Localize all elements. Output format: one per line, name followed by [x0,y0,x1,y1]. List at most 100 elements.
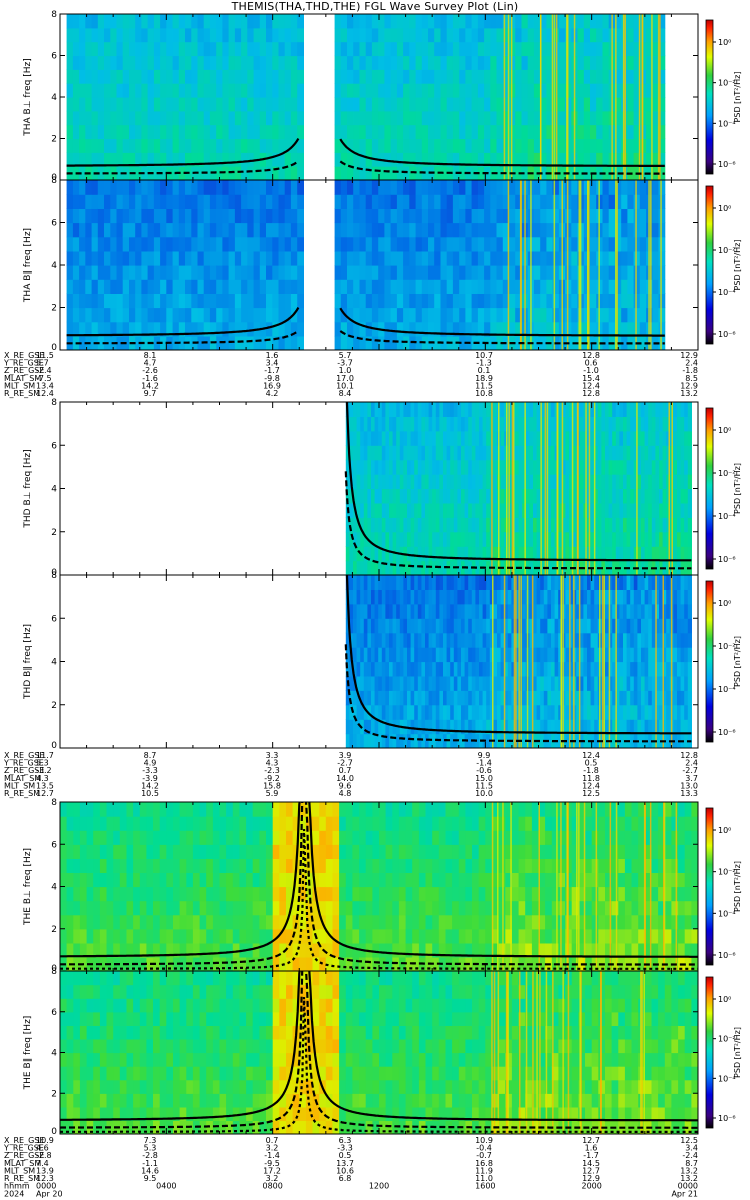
ephemeris-value: 10.1 [336,381,354,390]
ephemeris-value: 4.3 [36,774,49,783]
colorbar-label: PSD [nT²/Hz] [733,72,742,123]
colorbar-tick: 10⁰ [718,38,731,47]
ephemeris-value: 11.5 [36,351,54,360]
y-axis-label: THE B∥ freq [Hz] [23,1016,33,1091]
ephemeris-value: 4.6 [36,1144,49,1153]
spectrogram-panel-the-perp: 0 2 4 6 8 THE B⊥ freq [Hz] 10⁰ 10⁻² 10⁻⁴ 10⁻⁶ PSD … [23,798,742,974]
half-gyrofrequency-line [344,471,692,570]
ephemeris-value: 12.4 [582,751,600,760]
y-tick-label: 4 [51,883,57,893]
ephemeris-value: 1.0 [339,366,352,375]
ephemeris-value: 6.8 [339,1174,352,1183]
colorbar-tick: 10⁻⁶ [718,330,736,339]
spectrogram-image [60,971,698,1134]
spectrogram-panel-tha-par: 0 2 4 6 8 THA B∥ freq [Hz] 10⁰ 10⁻² 10⁻⁴ 10⁻⁶ PSD … [23,176,742,353]
colorbar-tick: 10⁰ [718,426,731,435]
ephemeris-value: 14.2 [141,381,159,390]
ephemeris-row-label: Y_RE_GSE [3,1144,44,1153]
ephemeris-value: -2.8 [142,1151,158,1160]
ephemeris-value: -2.3 [264,766,280,775]
time-tick-label: 1200 [369,1182,389,1191]
ephemeris-value: 4.3 [266,759,279,768]
y-tick-label: 4 [51,1049,57,1059]
ephemeris-value: -2.8 [36,1151,52,1160]
gyrofrequency-line [66,307,665,337]
time-tick-label: 0400 [156,1182,176,1191]
gyrofrequency-line [345,575,692,735]
ephemeris-value: 13.2 [680,1166,698,1175]
ephemeris-value: 8.7 [685,1159,698,1168]
ephemeris-value: -1.1 [142,1159,158,1168]
gyrofrequency-line [66,138,665,167]
ephemeris-value: 8.5 [685,374,698,383]
time-tick-label: 2000 [581,1182,601,1191]
ephemeris-value: -0.6 [476,766,492,775]
ephemeris-value: 17.0 [336,374,354,383]
y-axis-label: THA B⊥ freq [Hz] [23,58,33,136]
y-tick-label: 6 [51,840,57,850]
ephemeris-value: 8.4 [339,389,352,398]
y-axis-label: THD B∥ freq [Hz] [23,624,33,700]
colorbar: 10⁰ 10⁻² 10⁻⁴ 10⁻⁶ PSD [nT²/Hz] [705,580,742,743]
y-tick-label: 2 [51,304,57,314]
ephemeris-row-label: MLT_SM [4,781,35,790]
gyrofrequency-line [60,971,698,1122]
colorbar-tick: 10⁻⁴ [718,909,736,918]
ephemeris-value: 2.4 [685,759,698,768]
ephemeris-value: 12.8 [680,751,698,760]
ephemeris-value: 0.1 [478,366,491,375]
ephemeris-value: 3.9 [339,751,352,760]
ephemeris-value: 10.8 [475,389,493,398]
colorbar-tick: 10⁰ [718,826,731,835]
y-tick-label: 0 [51,173,57,183]
spectrogram-image [345,575,692,748]
colorbar-tick: 10⁻⁴ [718,512,736,521]
ephemeris-value: 5.3 [144,1144,157,1153]
ephemeris-value: 12.8 [582,351,600,360]
ephemeris-value: 4.9 [144,759,157,768]
ephemeris-value: 1.6 [266,351,279,360]
ephemeris-value: 10.6 [336,1166,354,1175]
ephemeris-value: 17.2 [263,1166,281,1175]
ephemeris-value: 3.3 [266,751,279,760]
y-tick-label: 8 [51,398,57,408]
colorbar-label: PSD [nT²/Hz] [733,636,742,687]
spectrogram-panel-thd-perp: 0 2 4 6 8 THD B⊥ freq [Hz] 10⁰ 10⁻² 10⁻⁴ 10⁻⁶ PSD … [23,398,742,578]
colorbar: 10⁰ 10⁻² 10⁻⁴ 10⁻⁶ PSD [nT²/Hz] [705,407,742,570]
ephemeris-value: 12.7 [36,789,54,798]
ephemeris-value: 10.7 [475,351,493,360]
colorbar-tick: 10⁻⁶ [718,728,736,737]
ephemeris-value: 14.2 [141,781,159,790]
ephemeris-value: 13.5 [36,781,54,790]
spectrogram-image [66,14,666,180]
ephemeris-value: -2.4 [682,1151,698,1160]
ephemeris-value: 10.9 [36,1136,54,1145]
ephemeris-value: 13.4 [36,381,54,390]
ephemeris-value: 9.5 [144,1174,157,1183]
y-tick-label: 8 [51,967,57,977]
ephemeris-value: -9.5 [264,1159,280,1168]
ephemeris-value: -3.7 [337,359,353,368]
y-axis-label: THA B∥ freq [Hz] [23,228,33,303]
ephemeris-value: 13.2 [680,389,698,398]
ephemeris-value: -1.3 [476,359,492,368]
ephemeris-value: 11.7 [36,751,54,760]
ephemeris-value: 14.6 [141,1166,159,1175]
ephemeris-value: -7.5 [36,374,52,383]
y-tick-label: 0 [51,741,57,751]
ephemeris-value: 3.2 [266,1174,279,1183]
ephemeris-value: 13.3 [680,789,698,798]
colorbar-tick: 10⁻² [718,868,736,877]
spectrogram-image [66,180,666,350]
ephemeris-value: 12.8 [582,389,600,398]
ephemeris-value: -1.0 [583,366,599,375]
date-label-end: Apr 21 [671,1190,698,1199]
colorbar-tick: 10⁻² [718,642,736,651]
y-tick-label: 2 [51,135,57,145]
ephemeris-value: 12.3 [36,1174,54,1183]
y-tick-label: 8 [51,798,57,808]
ephemeris-value: 12.5 [582,789,600,798]
